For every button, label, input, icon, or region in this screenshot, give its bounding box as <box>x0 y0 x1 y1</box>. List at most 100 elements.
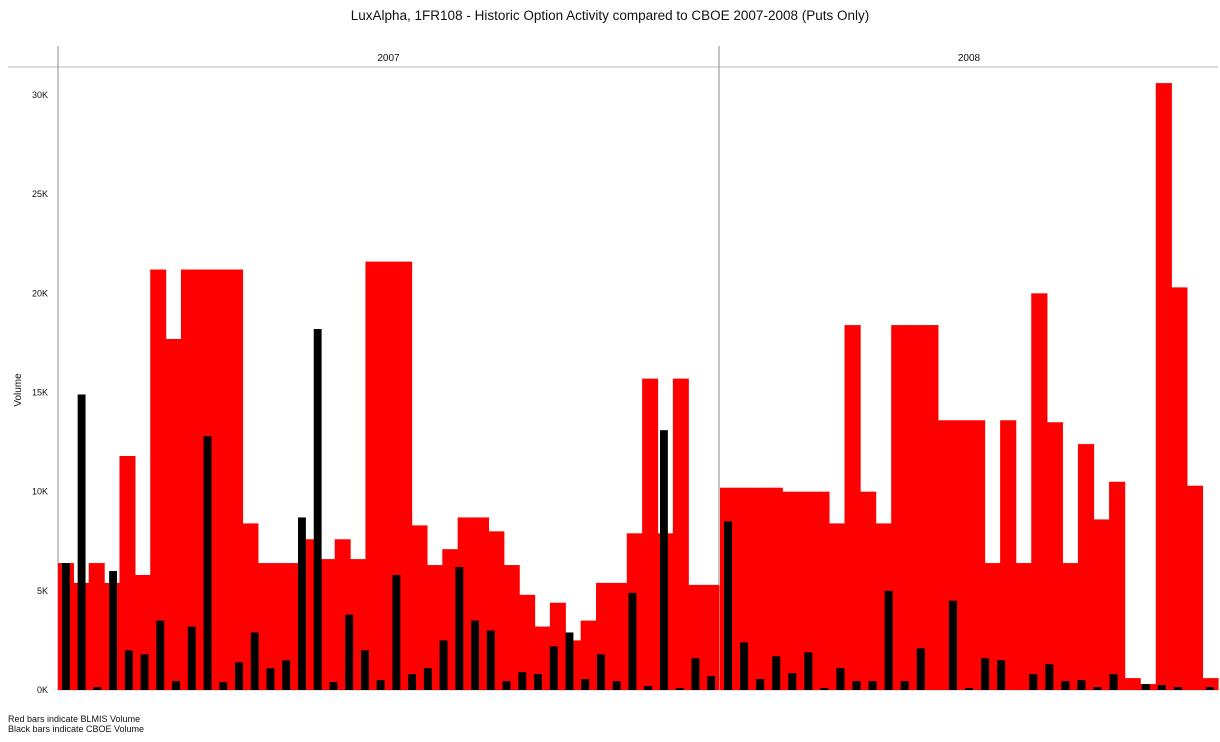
cboe-bar <box>250 632 259 690</box>
blmis-bar <box>1031 293 1048 690</box>
blmis-bar <box>984 563 1001 690</box>
cboe-bar <box>740 642 749 690</box>
cboe-bar <box>997 660 1006 690</box>
cboe-bar <box>219 682 228 690</box>
blmis-bar <box>828 523 846 690</box>
blmis-bar <box>891 325 908 690</box>
cboe-bar <box>109 571 118 690</box>
cboe-bar <box>345 614 354 690</box>
cboe-bar <box>408 674 417 690</box>
cboe-bar <box>124 650 133 690</box>
blmis-bar <box>1202 678 1219 690</box>
blmis-bar <box>1000 420 1017 690</box>
cboe-bar <box>916 648 925 690</box>
y-tick-label: 10K <box>32 487 48 497</box>
cboe-bar <box>376 680 385 690</box>
cboe-bar <box>1077 680 1086 690</box>
blmis-bar <box>844 325 861 690</box>
cboe-bar <box>1141 684 1150 690</box>
cboe-bar <box>313 329 322 690</box>
cboe-bar <box>981 658 990 690</box>
cboe-bar <box>140 654 149 690</box>
cboe-bar <box>518 672 527 690</box>
blmis-bar <box>735 487 752 690</box>
cboe-bar <box>486 630 495 690</box>
cboe-bar <box>1157 685 1166 690</box>
legend-note-cboe: Black bars indicate CBOE Volume <box>8 724 145 734</box>
y-tick-label: 20K <box>32 288 48 298</box>
blmis-bar <box>1171 287 1188 690</box>
blmis-bar <box>611 582 628 690</box>
cboe-bar <box>565 632 574 690</box>
cboe-bar <box>471 620 479 690</box>
y-tick-label: 30K <box>32 90 48 100</box>
blmis-bar <box>227 269 244 690</box>
cboe-bar <box>1029 674 1038 690</box>
cboe-bar <box>691 658 700 690</box>
cboe-bar <box>756 679 765 690</box>
blmis-bar <box>922 325 939 690</box>
y-tick-label: 0K <box>37 685 48 695</box>
cboe-bar <box>1045 664 1054 690</box>
blmis-bar <box>860 491 877 690</box>
cboe-bar <box>534 674 542 690</box>
cboe-bar <box>675 688 684 690</box>
cboe-bar <box>282 660 291 690</box>
blmis-bar <box>969 420 986 690</box>
blmis-bar <box>411 525 428 690</box>
blmis-bar <box>1077 444 1095 690</box>
blmis-bar <box>766 487 783 690</box>
blmis-bar <box>119 455 136 690</box>
cboe-bar <box>298 517 306 690</box>
y-axis-label: Volume <box>13 373 24 407</box>
cboe-bar <box>659 430 668 690</box>
blmis-bar <box>211 269 228 690</box>
cboe-bar <box>1205 687 1214 690</box>
cboe-bar <box>61 563 70 690</box>
blmis-bar <box>1109 481 1126 690</box>
cboe-bar <box>1061 681 1070 690</box>
cboe-bar <box>852 681 861 690</box>
blmis-bar <box>1186 485 1204 690</box>
cboe-bar <box>900 681 909 690</box>
y-tick-label: 25K <box>32 189 48 199</box>
cboe-bar <box>868 681 877 690</box>
cboe-bar <box>788 673 797 690</box>
blmis-bar <box>426 565 443 690</box>
blmis-bar <box>672 378 689 690</box>
cboe-bar <box>172 681 180 690</box>
cboe-bar <box>581 679 590 690</box>
cboe-bar <box>360 650 369 690</box>
blmis-bar <box>813 491 830 690</box>
bars <box>58 83 1219 691</box>
blmis-bar <box>1155 83 1172 691</box>
blmis-bar <box>319 559 336 690</box>
cboe-bar <box>597 654 605 690</box>
blmis-bar <box>751 487 768 690</box>
cboe-bar <box>1093 687 1102 690</box>
cboe-bar <box>612 681 621 690</box>
cboe-bar <box>266 668 275 690</box>
cboe-bar <box>707 676 716 690</box>
cboe-bar <box>772 656 781 690</box>
cboe-bar <box>948 600 957 690</box>
cboe-bar <box>77 394 86 690</box>
cboe-bar <box>1109 674 1118 690</box>
cboe-bar <box>187 626 196 690</box>
cboe-bar <box>93 687 102 690</box>
blmis-bar <box>150 269 167 690</box>
panel-label-2008: 2008 <box>958 53 981 64</box>
chart-title: LuxAlpha, 1FR108 - Historic Option Activ… <box>350 8 870 23</box>
cboe-bar <box>724 521 733 690</box>
cboe-bar <box>235 662 243 690</box>
cboe-bar <box>439 640 448 690</box>
cboe-bar <box>549 646 558 690</box>
cboe-bar <box>628 592 637 690</box>
cboe-bar <box>836 668 845 690</box>
blmis-bar <box>1015 563 1032 690</box>
panel-label-2007: 2007 <box>377 53 400 64</box>
blmis-bar <box>1093 519 1110 690</box>
cboe-bar <box>455 567 464 690</box>
cboe-bar <box>156 620 165 690</box>
